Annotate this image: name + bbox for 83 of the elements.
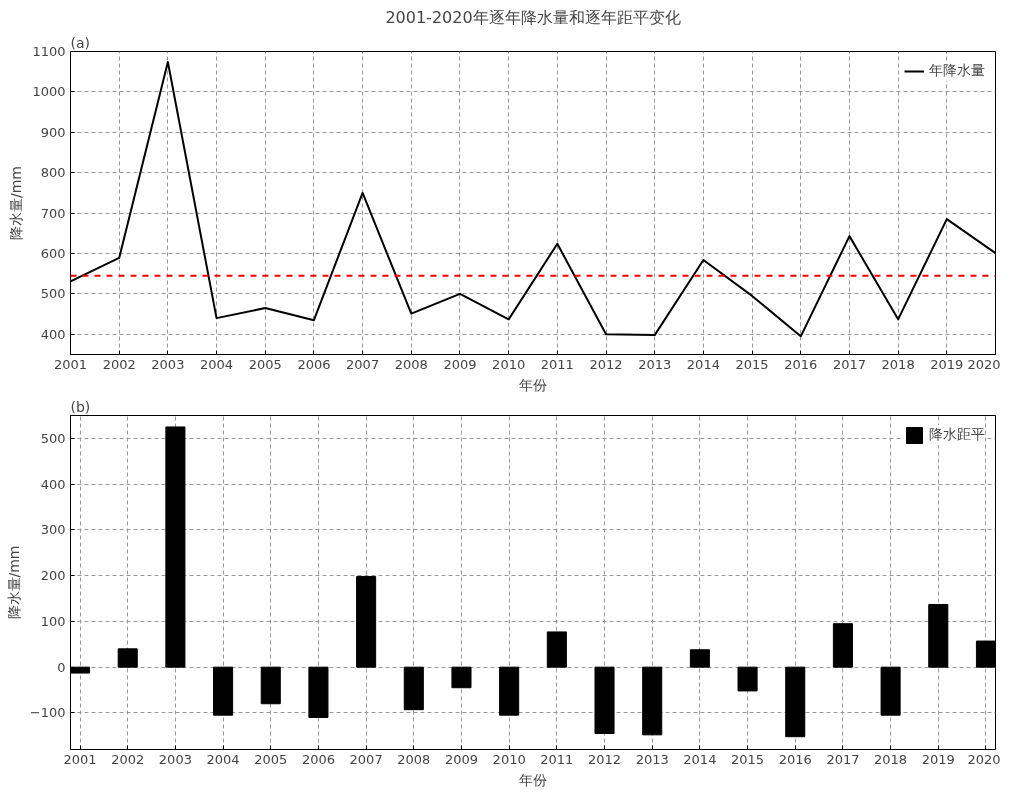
x-tick-label: 2017 xyxy=(832,356,866,372)
y-axis-title: 降水量/mm xyxy=(5,545,22,620)
x-tick-label: 2008 xyxy=(394,356,428,372)
bar xyxy=(594,666,615,734)
bar xyxy=(785,666,806,738)
y-tick-label: 300 xyxy=(40,522,66,538)
x-tick-label: 2002 xyxy=(111,751,145,767)
y-tick-label: 500 xyxy=(40,286,66,302)
chart-title: 2001-2020年逐年降水量和逐年距平变化 xyxy=(385,7,681,27)
bar xyxy=(165,426,186,668)
x-tick-label: 2018 xyxy=(874,751,908,767)
x-tick-label: 2001 xyxy=(53,356,88,372)
x-tick-label: 2003 xyxy=(151,356,185,372)
y-tick-label: 400 xyxy=(40,326,66,342)
x-tick-label: 2007 xyxy=(349,751,383,767)
x-tick-label: 2016 xyxy=(784,356,818,372)
x-tick-label: 2014 xyxy=(686,356,720,372)
text: (b) xyxy=(70,398,91,415)
bar xyxy=(975,640,996,668)
x-tick-label: 2017 xyxy=(826,751,860,767)
x-tick-label: 2008 xyxy=(397,751,431,767)
y-tick-label: −100 xyxy=(29,705,66,721)
x-tick-label: 2012 xyxy=(587,751,622,767)
x-tick-label: 2012 xyxy=(589,356,623,372)
x-tick-label: 2013 xyxy=(635,751,669,767)
legend-label: 年降水量 xyxy=(929,62,985,80)
x-tick-label: 2011 xyxy=(540,356,574,372)
bar xyxy=(880,666,901,716)
bar xyxy=(451,666,472,689)
x-tick-label: 2006 xyxy=(297,356,331,372)
bar xyxy=(832,623,853,668)
x-tick-label: 2010 xyxy=(492,356,526,372)
bar xyxy=(928,603,949,668)
x-tick-label: 2020 xyxy=(967,356,1001,372)
bar xyxy=(213,666,234,716)
text: (a) xyxy=(70,34,91,51)
y-tick-label: 1000 xyxy=(32,84,66,100)
x-tick-label: 2010 xyxy=(492,751,526,767)
x-axis-title: 年份 xyxy=(519,771,547,788)
bar xyxy=(737,666,758,692)
x-tick-label: 2016 xyxy=(778,751,812,767)
bar xyxy=(260,666,281,705)
x-axis-title: 年份 xyxy=(519,376,547,393)
y-tick-label: 0 xyxy=(57,659,66,675)
bar xyxy=(308,666,329,718)
x-tick-label: 2002 xyxy=(102,356,136,372)
y-tick-label: 600 xyxy=(40,246,66,261)
x-tick-label: 2009 xyxy=(444,751,479,767)
x-tick-label: 2009 xyxy=(443,356,477,372)
x-tick-label: 2015 xyxy=(735,356,769,372)
y-tick-label: 200 xyxy=(40,568,66,584)
x-tick-label: 2004 xyxy=(206,751,240,767)
y-tick-label: 800 xyxy=(40,165,66,181)
x-tick-label: 2011 xyxy=(540,751,574,767)
x-tick-label: 2003 xyxy=(158,751,192,767)
y-tick-label: 700 xyxy=(40,205,66,221)
bar xyxy=(356,576,377,668)
x-tick-label: 2004 xyxy=(200,356,234,372)
x-tick-label: 2020 xyxy=(967,751,1001,767)
y-tick-label: 400 xyxy=(40,476,66,492)
y-tick-label: 500 xyxy=(40,430,66,446)
x-tick-label: 2014 xyxy=(683,751,717,767)
y-axis-title: 降水量/mm xyxy=(8,166,25,240)
x-tick-label: 2019 xyxy=(921,751,955,767)
bar xyxy=(546,631,567,668)
bar xyxy=(499,666,520,716)
bar xyxy=(117,648,138,668)
x-tick-label: 2018 xyxy=(881,356,915,372)
x-tick-label: 2006 xyxy=(301,751,335,767)
bar xyxy=(403,666,424,711)
x-tick-label: 2019 xyxy=(930,356,964,372)
bar xyxy=(642,666,663,736)
y-tick-label: 1100 xyxy=(32,44,66,59)
x-tick-label: 2015 xyxy=(731,751,765,767)
y-tick-label: 900 xyxy=(40,124,66,140)
y-tick-label: 100 xyxy=(40,613,66,629)
x-tick-label: 2007 xyxy=(346,356,380,372)
legend-label: 降水距平 xyxy=(929,426,985,444)
x-tick-label: 2005 xyxy=(254,751,288,767)
x-tick-label: 2005 xyxy=(248,356,282,372)
x-tick-label: 2001 xyxy=(63,751,97,767)
bar xyxy=(689,649,710,668)
x-tick-label: 2013 xyxy=(638,356,672,372)
